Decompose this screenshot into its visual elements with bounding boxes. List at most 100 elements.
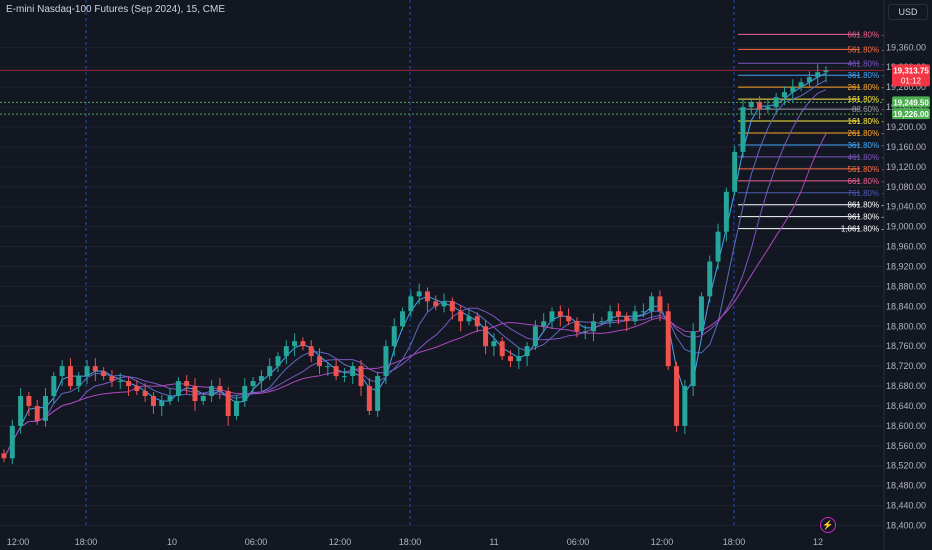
y-tick-label: 19,080.00 [886,182,926,192]
candle-body [92,366,98,372]
candle-body [674,366,680,426]
x-tick-label: 18:00 [399,537,422,547]
moving-average-line [3,133,827,459]
x-tick-label: 18:00 [75,537,98,547]
x-tick-label: 06:00 [245,537,268,547]
fib-label: 161.80% - [848,117,885,126]
candle-body [366,386,372,411]
moving-average-line [3,72,827,459]
y-tick-label: 18,960.00 [886,242,926,252]
candle-body [26,396,32,406]
candle-body [142,391,148,396]
candle-body [806,77,812,83]
candle-body [150,396,156,406]
candle-body [649,296,655,312]
candle-body [798,82,804,88]
y-tick-label: 18,760.00 [886,341,926,351]
x-tick-label: 18:00 [723,537,746,547]
fib-label: 161.80% - [848,95,885,104]
y-tick-label: 18,560.00 [886,441,926,451]
candle-body [300,341,306,347]
candle-body [375,376,381,411]
candles [1,64,829,465]
candle-body [582,331,588,333]
candle-body [815,72,821,78]
fibonacci-levels: 661.80% - 561.80% - 461.80% - 361.80% - 261.… [738,30,885,234]
chart-grid [0,46,884,527]
candle-body [325,366,331,368]
currency-button[interactable]: USD [888,4,928,20]
y-tick-label: 18,840.00 [886,301,926,311]
candle-body [566,316,572,322]
candle-body [615,311,621,317]
candle-body [781,92,787,98]
candle-body [275,356,281,367]
candle-body [408,296,414,312]
lightning-icon[interactable]: ⚡ [820,517,836,533]
candle-body [333,366,339,377]
candle-body [441,301,447,307]
price-label: 19,249.50 [893,98,929,107]
candle-body [682,386,688,426]
y-tick-label: 19,120.00 [886,162,926,172]
price-label-bg [892,96,930,108]
candle-body [707,261,713,297]
candle-body [383,346,389,377]
candle-body [283,346,289,357]
y-tick-label: 18,800.00 [886,321,926,331]
candle-body [117,381,123,383]
candle-body [698,296,704,332]
candle-body [748,102,754,108]
time-axis[interactable]: 12:00 18:00 10 06:00 12:00 18:00 11 06:00 12:00 1… [7,537,823,547]
y-tick-label: 18,880.00 [886,281,926,291]
y-tick-label: 18,440.00 [886,501,926,511]
candle-body [18,396,24,426]
candle-body [101,371,107,377]
candle-body [524,346,530,357]
fib-label: 261.80% - [848,129,885,138]
candle-body [233,400,239,416]
candle-body [740,107,746,152]
candle-body [483,326,489,347]
candle-body [267,366,273,377]
candle-body [9,425,15,459]
candle-body [350,366,356,377]
candle-body [640,311,646,313]
candle-body [317,356,323,367]
price-axis-bg [884,0,932,550]
candle-body [632,311,638,322]
candle-body [76,376,82,387]
candle-body [51,376,57,396]
candle-body [690,331,696,387]
fib-label: 661.80% - [848,177,885,186]
fib-label: 361.80% - [848,141,885,150]
candle-body [209,386,215,396]
candle-body [341,376,347,378]
candle-body [184,381,190,387]
candle-body [790,87,796,93]
session-separators [85,0,735,528]
y-tick-label: 19,200.00 [886,122,926,132]
candle-body [1,453,7,459]
y-tick-label: 18,600.00 [886,421,926,431]
candle-body [400,311,406,327]
fib-label: 461.80% - [848,153,885,162]
candle-body [557,311,563,317]
fib-label: 661.80% - [848,30,885,39]
candle-body [433,301,439,307]
y-tick-label: 18,520.00 [886,461,926,471]
y-tick-label: 19,160.00 [886,142,926,152]
candle-body [242,386,248,401]
fib-label: 561.80% - [848,165,885,174]
candle-body [192,386,198,401]
fib-label: 961.80% - [848,213,885,222]
candle-body [134,386,140,392]
fib-label: 88.60% - [852,105,884,114]
fib-label: 1,061.80% - [841,225,884,234]
candle-body [757,102,763,110]
fib-label: 461.80% - [848,59,885,68]
candle-body [607,311,613,322]
candle-body [723,191,729,232]
candle-body [665,311,671,367]
